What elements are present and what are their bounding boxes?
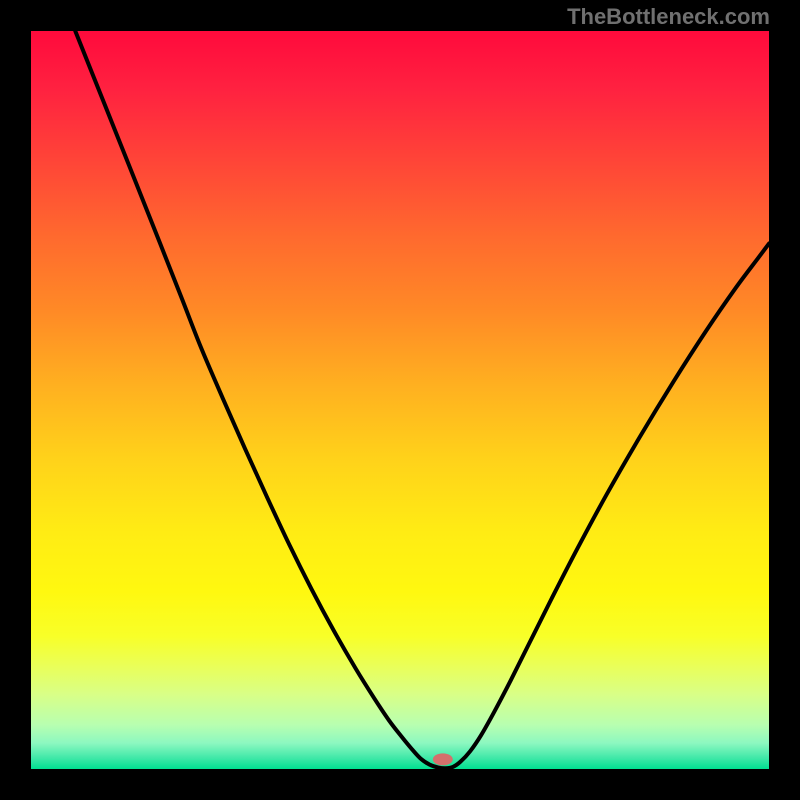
- bottleneck-chart: [31, 31, 769, 769]
- stage: TheBottleneck.com: [0, 0, 800, 800]
- curve-path: [75, 31, 769, 768]
- minimum-marker: [433, 753, 453, 765]
- bottleneck-curve: [31, 31, 769, 769]
- watermark: TheBottleneck.com: [567, 4, 770, 30]
